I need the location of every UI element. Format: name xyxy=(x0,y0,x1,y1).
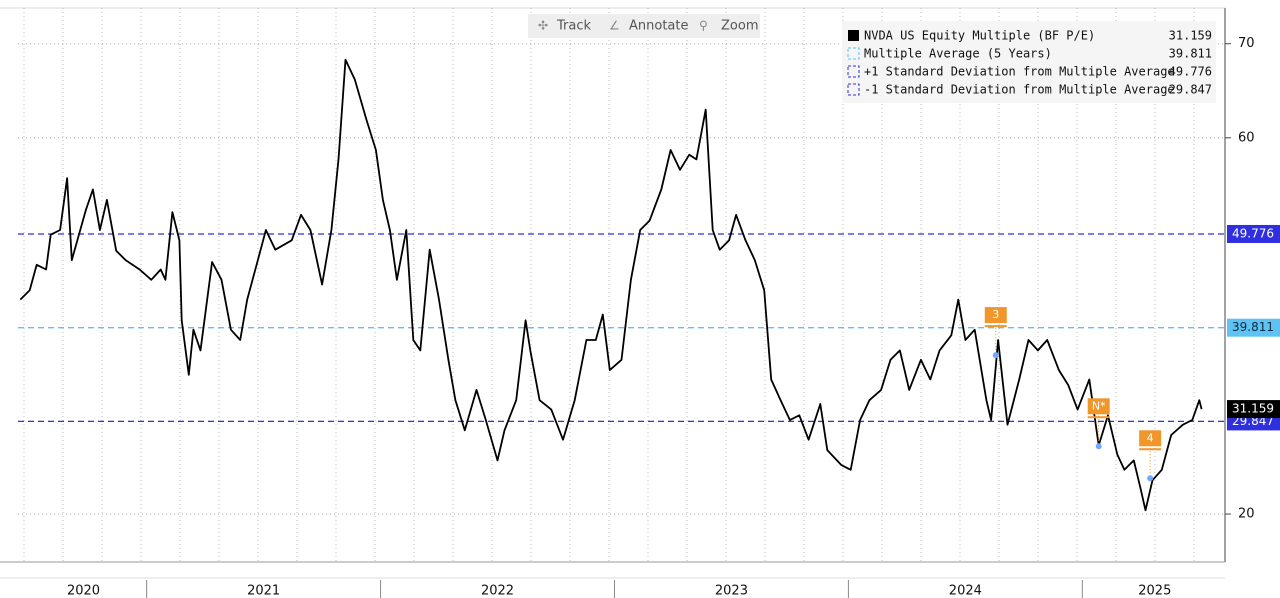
legend-swatch xyxy=(847,47,860,60)
x-tick-label: 2020 xyxy=(67,584,100,598)
annotation-box xyxy=(1087,398,1110,415)
annotation-box xyxy=(984,307,1007,324)
last-value-tag: 31.159 xyxy=(1232,402,1274,416)
legend-bg xyxy=(842,21,1216,103)
legend-value: 39.811 xyxy=(1169,47,1212,61)
reference-tag-bg xyxy=(1227,318,1280,337)
legend-value: 49.776 xyxy=(1169,65,1212,79)
annotation-label: 3 xyxy=(992,308,999,321)
legend-swatch xyxy=(847,65,860,78)
x-tick-label: 2024 xyxy=(949,584,982,598)
legend-value: 31.159 xyxy=(1169,29,1212,43)
reference-tag-bg xyxy=(1227,224,1280,243)
last-value-tag-bg xyxy=(1227,400,1280,419)
x-tick-label: 2023 xyxy=(715,584,748,598)
legend-label: NVDA US Equity Multiple (BF P/E) xyxy=(864,29,1095,43)
annotation-point xyxy=(992,352,999,359)
annotate-button[interactable]: Annotate xyxy=(629,19,688,34)
reference-tag: 39.811 xyxy=(1232,320,1274,334)
line-series xyxy=(19,58,1203,512)
x-tick-label: 2022 xyxy=(481,584,514,598)
zoom-icon: ⚲ xyxy=(699,19,708,33)
x-tick-label: 2021 xyxy=(247,584,280,598)
y-tick-label: 70 xyxy=(1238,36,1255,51)
legend-label: -1 Standard Deviation from Multiple Aver… xyxy=(864,83,1175,97)
annotation-box xyxy=(1139,430,1162,447)
annotation-label: N* xyxy=(1092,399,1106,412)
annotate-icon: ∠ xyxy=(609,19,620,33)
legend-label: +1 Standard Deviation from Multiple Aver… xyxy=(864,65,1175,79)
legend-swatch xyxy=(848,30,859,41)
y-tick-label: 20 xyxy=(1238,507,1255,522)
annotation-point xyxy=(1095,443,1102,450)
zoom-button[interactable]: Zoom xyxy=(721,19,758,34)
legend-value: 29.847 xyxy=(1169,83,1212,97)
legend-label: Multiple Average (5 Years) xyxy=(864,47,1052,61)
annotation-label: 4 xyxy=(1147,431,1154,444)
annotation-point xyxy=(1147,475,1154,482)
toolbar-bg xyxy=(528,14,760,38)
toolbar[interactable]: ✣ Track ∠ Annotate ⚲ Zoom xyxy=(528,14,760,38)
legend-swatch xyxy=(847,83,860,96)
y-tick-label: 60 xyxy=(1238,130,1255,145)
reference-tag: 49.776 xyxy=(1232,226,1274,240)
track-icon: ✣ xyxy=(538,19,548,33)
x-tick-label: 2025 xyxy=(1138,584,1171,598)
track-button[interactable]: Track xyxy=(556,19,591,34)
legend: NVDA US Equity Multiple (BF P/E) 31.159 Mu… xyxy=(842,21,1216,103)
plot: 3 N* 4 49.776 39.811 29.847 31.159 xyxy=(18,58,1280,512)
